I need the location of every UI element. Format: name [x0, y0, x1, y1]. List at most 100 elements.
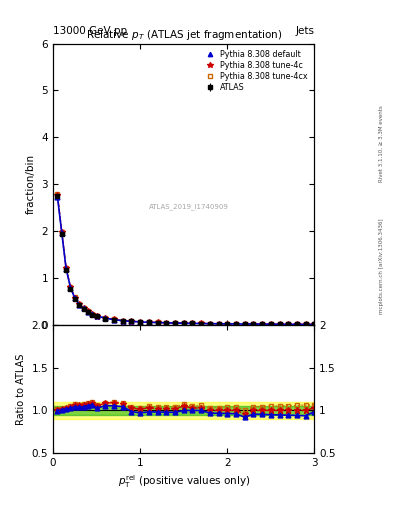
- Pythia 8.308 default: [112, 316, 116, 323]
- Pythia 8.308 default: [81, 305, 86, 311]
- Pythia 8.308 tune-4c: [164, 319, 169, 326]
- Pythia 8.308 tune-4cx: [120, 317, 125, 324]
- Pythia 8.308 tune-4c: [286, 321, 291, 327]
- Pythia 8.308 default: [234, 321, 239, 327]
- Pythia 8.308 default: [260, 321, 264, 327]
- Pythia 8.308 tune-4cx: [129, 318, 134, 324]
- Pythia 8.308 default: [59, 229, 64, 236]
- Pythia 8.308 tune-4c: [77, 301, 82, 307]
- Pythia 8.308 default: [155, 319, 160, 326]
- Pythia 8.308 tune-4c: [208, 321, 212, 327]
- Pythia 8.308 tune-4c: [234, 321, 239, 327]
- Pythia 8.308 tune-4cx: [312, 322, 317, 328]
- Pythia 8.308 default: [55, 194, 60, 200]
- Pythia 8.308 tune-4c: [199, 321, 204, 327]
- Pythia 8.308 tune-4cx: [77, 301, 82, 307]
- Y-axis label: fraction/bin: fraction/bin: [26, 154, 36, 215]
- Legend: Pythia 8.308 default, Pythia 8.308 tune-4c, Pythia 8.308 tune-4cx, ATLAS: Pythia 8.308 default, Pythia 8.308 tune-…: [200, 48, 310, 94]
- Pythia 8.308 tune-4c: [268, 321, 273, 327]
- Pythia 8.308 tune-4cx: [242, 321, 247, 327]
- Pythia 8.308 tune-4cx: [295, 321, 299, 327]
- Pythia 8.308 tune-4cx: [64, 265, 68, 271]
- Pythia 8.308 tune-4cx: [59, 229, 64, 235]
- Pythia 8.308 tune-4c: [155, 319, 160, 326]
- Pythia 8.308 tune-4cx: [216, 321, 221, 327]
- Pythia 8.308 tune-4c: [190, 321, 195, 327]
- Pythia 8.308 tune-4cx: [94, 312, 99, 318]
- X-axis label: $p_{\mathrm{T}}^{\mathrm{rel}}$ (positive values only): $p_{\mathrm{T}}^{\mathrm{rel}}$ (positiv…: [118, 474, 250, 490]
- Pythia 8.308 default: [208, 321, 212, 327]
- Pythia 8.308 default: [295, 322, 299, 328]
- Pythia 8.308 default: [68, 285, 73, 291]
- Pythia 8.308 tune-4cx: [173, 320, 177, 326]
- Pythia 8.308 tune-4cx: [138, 318, 143, 325]
- Pythia 8.308 tune-4cx: [103, 315, 108, 321]
- Pythia 8.308 tune-4cx: [55, 191, 60, 197]
- Pythia 8.308 tune-4cx: [286, 321, 291, 327]
- Pythia 8.308 tune-4cx: [199, 321, 204, 327]
- Pythia 8.308 tune-4c: [112, 316, 116, 323]
- Pythia 8.308 tune-4c: [251, 321, 256, 327]
- Pythia 8.308 tune-4cx: [208, 321, 212, 327]
- Pythia 8.308 tune-4c: [216, 321, 221, 327]
- Pythia 8.308 default: [86, 309, 90, 315]
- Pythia 8.308 default: [120, 317, 125, 324]
- Pythia 8.308 tune-4cx: [260, 321, 264, 327]
- Text: ATLAS_2019_I1740909: ATLAS_2019_I1740909: [149, 203, 229, 210]
- Pythia 8.308 tune-4cx: [81, 305, 86, 311]
- Text: Jets: Jets: [296, 26, 314, 36]
- Pythia 8.308 default: [303, 322, 308, 328]
- Pythia 8.308 tune-4c: [86, 308, 90, 314]
- Pythia 8.308 tune-4c: [303, 322, 308, 328]
- Pythia 8.308 default: [216, 321, 221, 327]
- Pythia 8.308 tune-4cx: [68, 284, 73, 290]
- Pythia 8.308 default: [77, 302, 82, 308]
- Pythia 8.308 tune-4cx: [234, 321, 239, 327]
- Pythia 8.308 tune-4c: [72, 294, 77, 301]
- Pythia 8.308 default: [251, 321, 256, 327]
- Pythia 8.308 tune-4c: [59, 229, 64, 236]
- Pythia 8.308 tune-4cx: [268, 321, 273, 327]
- Pythia 8.308 tune-4cx: [72, 294, 77, 301]
- Pythia 8.308 tune-4c: [277, 321, 282, 327]
- Pythia 8.308 tune-4cx: [190, 320, 195, 326]
- Pythia 8.308 default: [199, 321, 204, 327]
- Pythia 8.308 tune-4c: [260, 321, 264, 327]
- Pythia 8.308 tune-4c: [295, 321, 299, 327]
- Pythia 8.308 default: [90, 311, 95, 317]
- Pythia 8.308 default: [64, 266, 68, 272]
- Text: 13000 GeV pp: 13000 GeV pp: [53, 26, 127, 36]
- Pythia 8.308 tune-4c: [312, 322, 317, 328]
- Pythia 8.308 tune-4c: [55, 191, 60, 198]
- Pythia 8.308 tune-4cx: [182, 320, 186, 326]
- Pythia 8.308 tune-4cx: [251, 321, 256, 327]
- Pythia 8.308 default: [147, 319, 151, 326]
- Pythia 8.308 tune-4c: [81, 305, 86, 311]
- Pythia 8.308 tune-4c: [64, 265, 68, 271]
- Line: Pythia 8.308 tune-4cx: Pythia 8.308 tune-4cx: [55, 192, 317, 327]
- Pythia 8.308 default: [129, 318, 134, 325]
- Pythia 8.308 tune-4cx: [225, 321, 230, 327]
- Pythia 8.308 tune-4c: [147, 319, 151, 325]
- Pythia 8.308 tune-4cx: [164, 319, 169, 326]
- Pythia 8.308 tune-4c: [90, 311, 95, 317]
- Pythia 8.308 tune-4c: [138, 318, 143, 325]
- Pythia 8.308 default: [72, 295, 77, 301]
- Pythia 8.308 tune-4cx: [90, 311, 95, 317]
- Pythia 8.308 default: [312, 322, 317, 328]
- Pythia 8.308 tune-4c: [225, 321, 230, 327]
- Pythia 8.308 default: [103, 315, 108, 321]
- Pythia 8.308 default: [190, 321, 195, 327]
- Pythia 8.308 tune-4c: [129, 318, 134, 324]
- Pythia 8.308 default: [94, 313, 99, 319]
- Line: Pythia 8.308 tune-4c: Pythia 8.308 tune-4c: [54, 191, 318, 328]
- Pythia 8.308 default: [225, 321, 230, 327]
- Pythia 8.308 tune-4c: [173, 320, 177, 326]
- Title: Relative $p_T$ (ATLAS jet fragmentation): Relative $p_T$ (ATLAS jet fragmentation): [86, 28, 282, 42]
- Pythia 8.308 tune-4c: [120, 317, 125, 324]
- Pythia 8.308 default: [242, 321, 247, 327]
- Pythia 8.308 tune-4cx: [86, 308, 90, 314]
- Pythia 8.308 tune-4cx: [277, 321, 282, 327]
- Pythia 8.308 default: [138, 319, 143, 325]
- Pythia 8.308 tune-4cx: [112, 316, 116, 323]
